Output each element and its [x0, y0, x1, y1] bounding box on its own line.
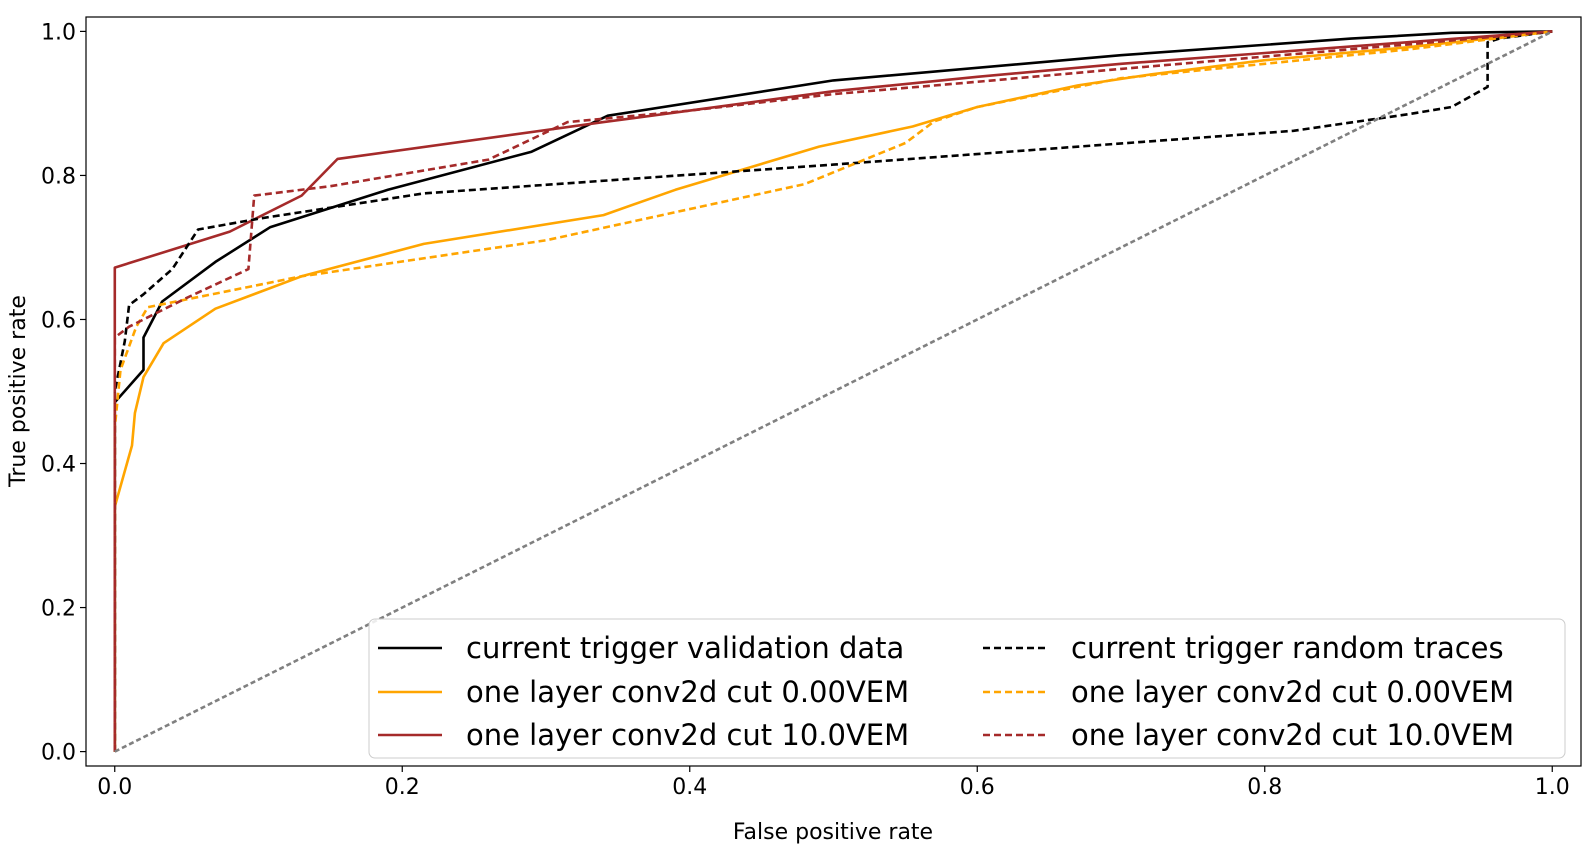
y-tick-label: 0.8: [41, 164, 76, 189]
y-axis-label: True positive rate: [6, 295, 31, 488]
legend-box: [368, 618, 1566, 759]
y-tick-label: 0.6: [41, 308, 76, 333]
plot-lines: [113, 30, 1553, 753]
series-line-5: [113, 30, 1553, 752]
y-axis: 0.0 0.2 0.4 0.6 0.8 1.0: [41, 20, 86, 766]
y-tick-label: 0.4: [41, 453, 76, 478]
legend-label: current trigger random traces: [1071, 631, 1504, 665]
series-line-3: [113, 30, 1553, 752]
diagonal-reference-line: [114, 30, 1553, 753]
y-tick-label: 0.0: [41, 741, 76, 766]
legend-label: current trigger validation data: [466, 631, 904, 665]
legend-label: one layer conv2d cut 0.00VEM: [466, 675, 909, 709]
series-line-6: [113, 30, 1553, 752]
legend-label: one layer conv2d cut 0.00VEM: [1071, 675, 1514, 709]
x-tick-label: 0.4: [672, 775, 707, 800]
series-line-1: [113, 30, 1553, 752]
y-tick-label: 0.2: [41, 597, 76, 622]
x-tick-label: 0.6: [960, 775, 995, 800]
series-line-4: [113, 30, 1553, 752]
plot-frame: [85, 16, 1582, 767]
x-tick-label: 1.0: [1535, 775, 1570, 800]
y-tick-label: 1.0: [41, 20, 76, 45]
legend-label: one layer conv2d cut 10.0VEM: [466, 718, 909, 752]
x-axis: 0.0 0.2 0.4 0.6 0.8 1.0: [97, 766, 1570, 800]
x-tick-label: 0.8: [1247, 775, 1282, 800]
x-tick-label: 0.0: [97, 775, 132, 800]
legend: current trigger validation data one layer…: [368, 618, 1566, 759]
x-axis-label: False positive rate: [733, 820, 933, 845]
series-line-2: [113, 30, 1553, 752]
legend-label: one layer conv2d cut 10.0VEM: [1071, 718, 1514, 752]
x-tick-label: 0.2: [385, 775, 420, 800]
